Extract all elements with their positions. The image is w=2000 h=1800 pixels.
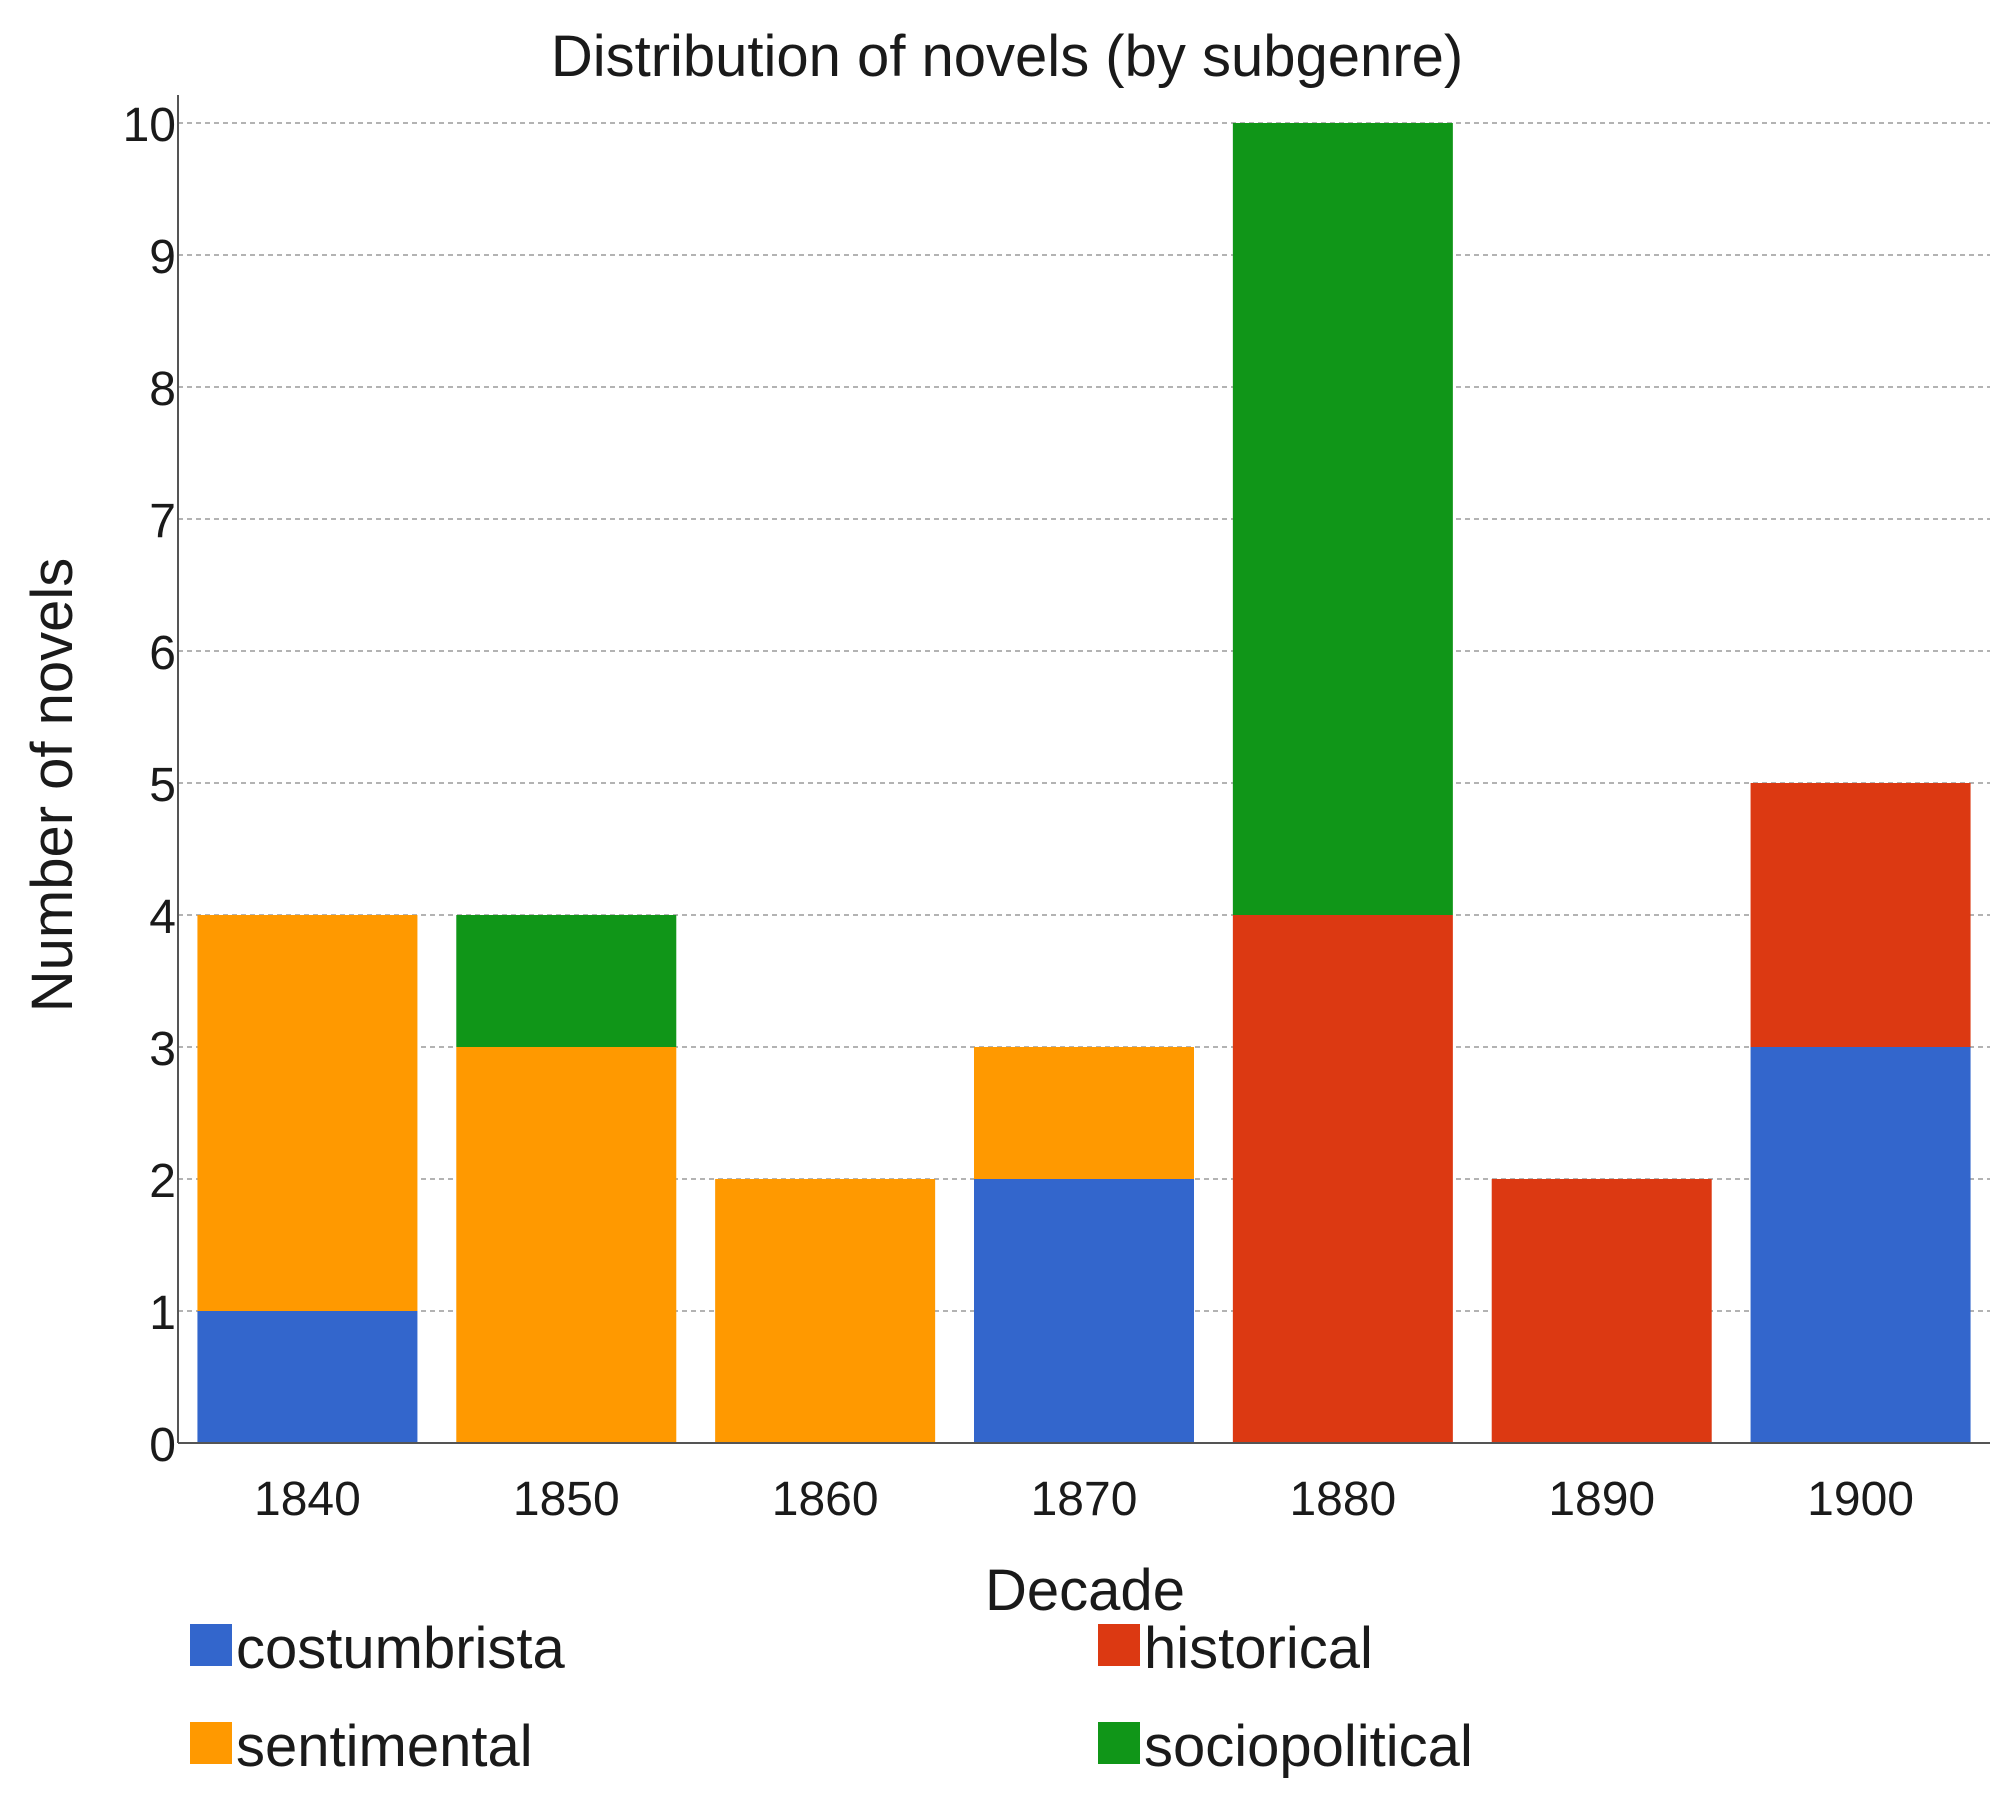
y-tick-label-7: 7 [149, 495, 176, 548]
x-tick-label-1850: 1850 [513, 1473, 620, 1526]
y-tick-label-4: 4 [149, 891, 176, 944]
bar-1860-sentimental [715, 1179, 936, 1443]
y-tick-label-3: 3 [149, 1023, 176, 1076]
legend-swatch-sociopolitical [1098, 1722, 1140, 1764]
legend-label-historical: historical [1144, 1616, 1373, 1681]
y-tick-label-6: 6 [149, 627, 176, 680]
x-tick-label-1840: 1840 [254, 1473, 361, 1526]
x-tick-label-1860: 1860 [772, 1473, 879, 1526]
x-tick-label-1890: 1890 [1548, 1473, 1655, 1526]
bar-1850-sentimental [456, 1047, 677, 1443]
bar-1880-historical [1232, 915, 1453, 1443]
bar-1880-sociopolitical [1232, 123, 1453, 915]
legend-label-sociopolitical: sociopolitical [1144, 1714, 1473, 1779]
legend-label-costumbrista: costumbrista [236, 1616, 566, 1681]
legend-swatch-costumbrista [190, 1624, 232, 1666]
x-tick-label-1880: 1880 [1289, 1473, 1396, 1526]
y-tick-label-1: 1 [149, 1287, 176, 1340]
legend-swatch-historical [1098, 1624, 1140, 1666]
y-tick-label-8: 8 [149, 363, 176, 416]
legend: costumbrista historical sentimental sociopo… [190, 1616, 1473, 1779]
x-tick-label-1900: 1900 [1807, 1473, 1914, 1526]
legend-swatch-sentimental [190, 1722, 232, 1764]
bar-1870-costumbrista [974, 1179, 1194, 1443]
bar-1900-historical [1750, 783, 1971, 1047]
bar-1840-sentimental [197, 915, 418, 1311]
x-tick-label-1870: 1870 [1031, 1473, 1138, 1526]
bar-1890-historical [1491, 1179, 1712, 1443]
y-tick-label-9: 9 [149, 231, 176, 284]
legend-label-sentimental: sentimental [236, 1714, 533, 1779]
bars [197, 123, 1971, 1443]
y-tick-label-0: 0 [149, 1419, 176, 1472]
y-tick-label-2: 2 [149, 1155, 176, 1208]
bar-1850-sociopolitical [456, 915, 677, 1047]
y-tick-labels: 0 1 2 3 4 5 6 7 8 9 10 [123, 99, 176, 1472]
y-tick-label-10: 10 [123, 99, 176, 152]
y-axis-title: Number of novels [20, 558, 85, 1013]
axes [177, 95, 1990, 1444]
chart-title: Distribution of novels (by subgenre) [551, 24, 1463, 89]
x-axis-title: Decade [985, 1558, 1185, 1623]
y-tick-label-5: 5 [149, 759, 176, 812]
x-tick-labels: 1840 1850 1860 1870 1880 1890 1900 [254, 1473, 1914, 1526]
bar-1900-costumbrista [1750, 1047, 1971, 1443]
bar-1840-costumbrista [197, 1311, 418, 1443]
bar-1870-sentimental [974, 1047, 1194, 1179]
